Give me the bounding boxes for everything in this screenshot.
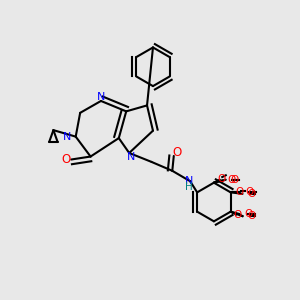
Text: O: O [230,175,238,185]
Text: O: O [245,188,253,197]
Text: N: N [127,152,135,162]
Text: O: O [236,188,244,197]
Text: O: O [247,189,255,199]
Text: O: O [234,210,242,220]
Text: O: O [172,146,182,160]
Text: O: O [217,174,225,184]
Text: O: O [247,211,255,221]
Text: O: O [227,175,236,185]
Text: N: N [63,132,71,142]
Text: O: O [244,209,252,219]
Text: H: H [185,182,193,192]
Text: N: N [97,92,105,101]
Text: N: N [184,176,193,186]
Text: O: O [61,153,70,166]
